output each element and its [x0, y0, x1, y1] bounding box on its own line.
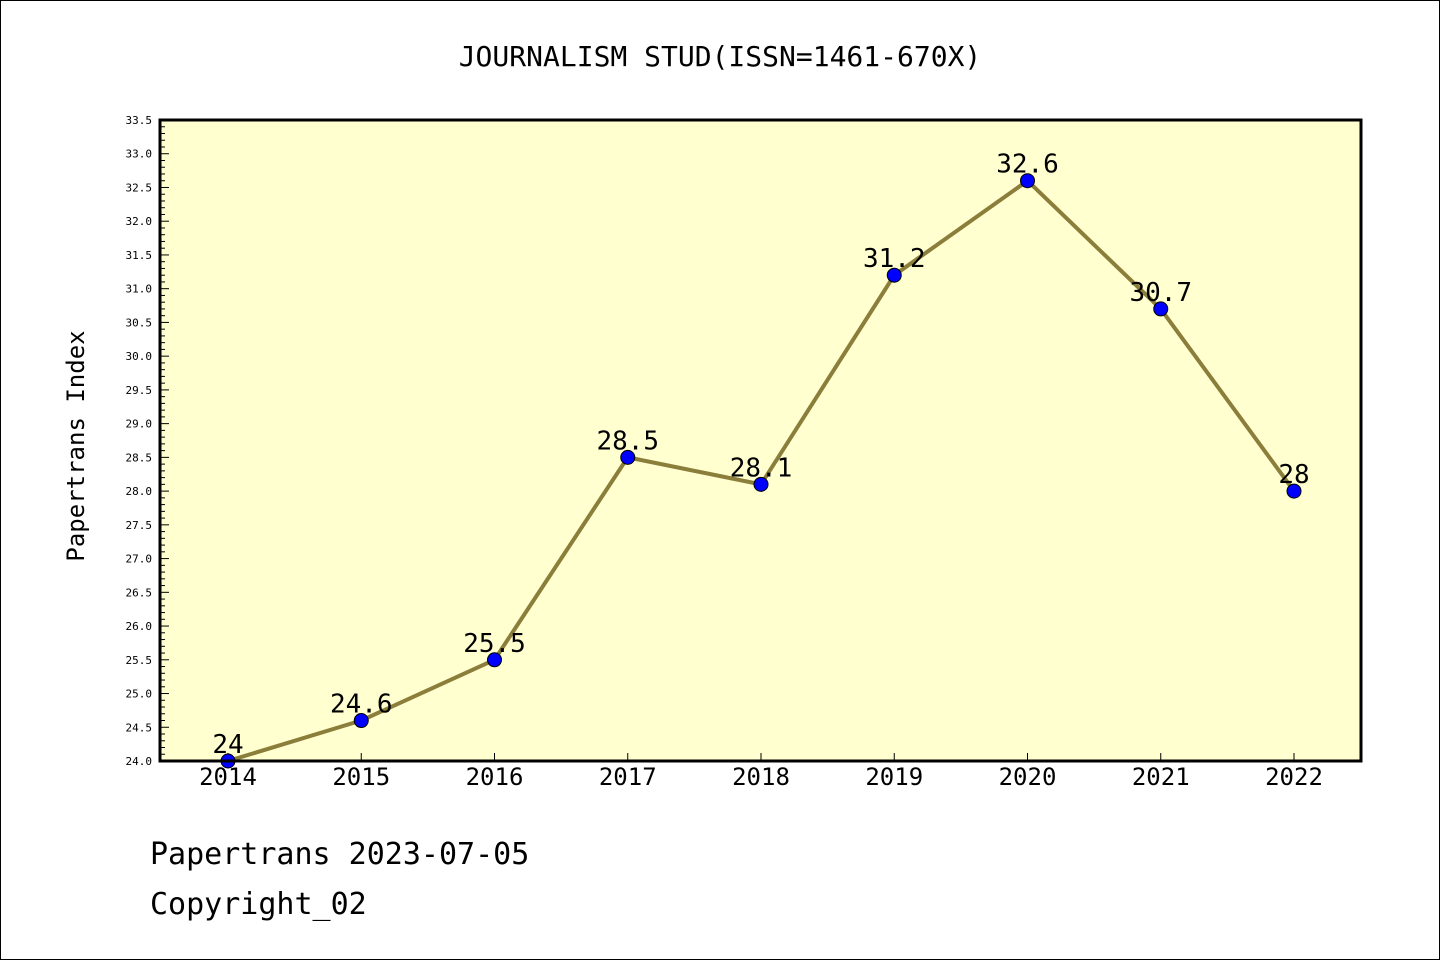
data-point: [1153, 301, 1169, 317]
x-tick-label: 2016: [466, 763, 524, 791]
y-tick-label: 33.5: [126, 114, 153, 127]
y-tick-label: 28.0: [126, 485, 153, 498]
data-label: 28.5: [596, 426, 659, 456]
data-labels: 24 24.6 25.5 28.5 28.1 31.2 32.6 30.7 28: [212, 150, 1309, 760]
data-point: [1020, 173, 1035, 189]
y-axis: 24.0 24.5 25.0 25.5 26.0 26.5 27.0 27.5 28.0 28.5…: [126, 114, 169, 768]
x-tick-label: 2015: [332, 763, 390, 791]
plot-area: [160, 120, 1361, 761]
y-tick-label: 32.0: [126, 215, 153, 228]
data-point: [620, 449, 636, 465]
data-label: 24.6: [330, 690, 393, 720]
footer-date: Papertrans 2023-07-05: [150, 837, 529, 872]
y-tick-label: 27.0: [126, 553, 153, 566]
x-tick-label: 2017: [599, 763, 657, 791]
data-label: 32.6: [996, 150, 1059, 180]
y-tick-label: 24.5: [126, 721, 153, 734]
x-tick-label: 2019: [865, 763, 923, 791]
y-axis-label: Papertrans Index: [62, 330, 90, 561]
plot-border: [158, 118, 1363, 763]
data-label: 30.7: [1129, 278, 1192, 308]
data-label: 28.1: [730, 453, 793, 483]
y-tick-label: 25.0: [126, 688, 153, 701]
data-point: [353, 713, 369, 729]
y-tick-label: 24.0: [126, 755, 153, 768]
x-tick-label: 2020: [999, 763, 1057, 791]
y-tick-label: 33.0: [126, 148, 153, 161]
y-tick-label: 32.5: [126, 181, 153, 194]
y-tick-label: 30.0: [126, 350, 153, 363]
data-point: [753, 476, 769, 492]
footer-copyright: Copyright_02: [150, 887, 367, 922]
y-tick-label: 28.5: [126, 451, 153, 464]
y-tick-label: 27.5: [126, 519, 153, 532]
data-label: 28: [1278, 460, 1309, 490]
y-tick-label: 29.0: [126, 418, 153, 431]
data-point: [1286, 483, 1302, 499]
data-label: 24: [212, 730, 243, 760]
x-tick-label: 2021: [1132, 763, 1190, 791]
y-tick-label: 25.5: [126, 654, 153, 667]
y-tick-label: 31.5: [126, 249, 153, 262]
data-point: [886, 267, 902, 283]
chart-title: JOURNALISM STUD(ISSN=1461-670X): [459, 40, 982, 73]
data-point: [487, 652, 502, 668]
y-tick-label: 26.0: [126, 620, 153, 633]
y-tick-label: 26.5: [126, 586, 153, 599]
y-tick-label: 30.5: [126, 316, 153, 329]
x-tick-label: 2022: [1265, 763, 1323, 791]
x-tick-label: 2018: [732, 763, 790, 791]
data-label: 31.2: [863, 244, 926, 274]
data-label: 25.5: [463, 629, 526, 659]
y-tick-label: 29.5: [126, 384, 153, 397]
y-tick-label: 31.0: [126, 283, 153, 296]
